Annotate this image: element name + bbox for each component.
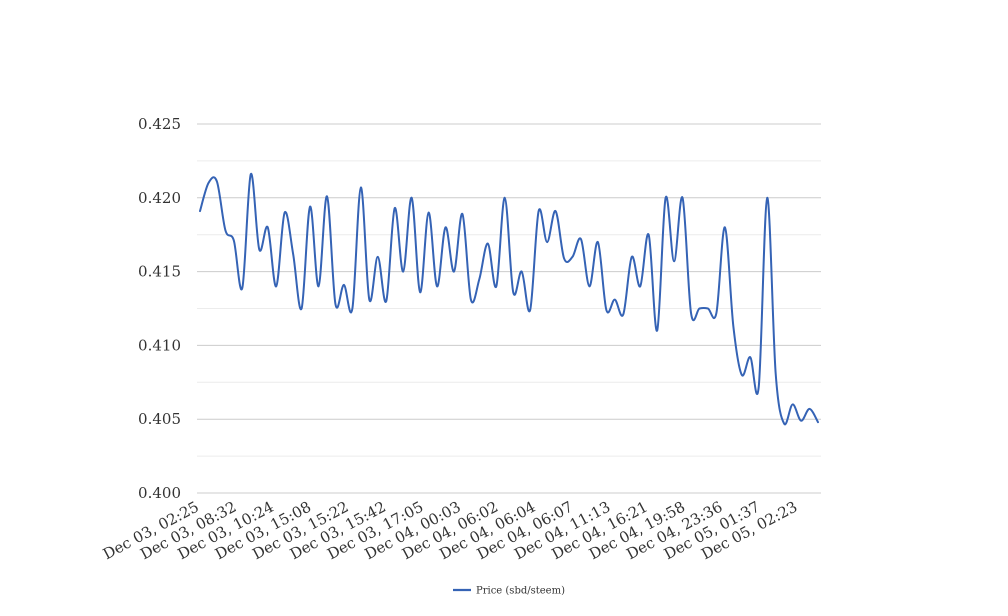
y-axis-tick-labels: 0.400 0.405 0.410 0.415 0.420 0.425: [138, 115, 181, 502]
gridlines: [197, 123, 821, 494]
y-tick-label: 0.425: [138, 115, 181, 133]
y-tick-label: 0.420: [138, 189, 181, 207]
legend-label: Price (sbd/steem): [476, 586, 565, 597]
y-tick-label: 0.415: [138, 263, 181, 281]
y-tick-label: 0.400: [138, 484, 181, 502]
series-line-price: [199, 173, 819, 426]
y-tick-label: 0.405: [138, 410, 181, 428]
legend: Price (sbd/steem): [453, 586, 565, 597]
y-tick-label: 0.410: [138, 336, 181, 354]
series-layer: [199, 173, 819, 426]
